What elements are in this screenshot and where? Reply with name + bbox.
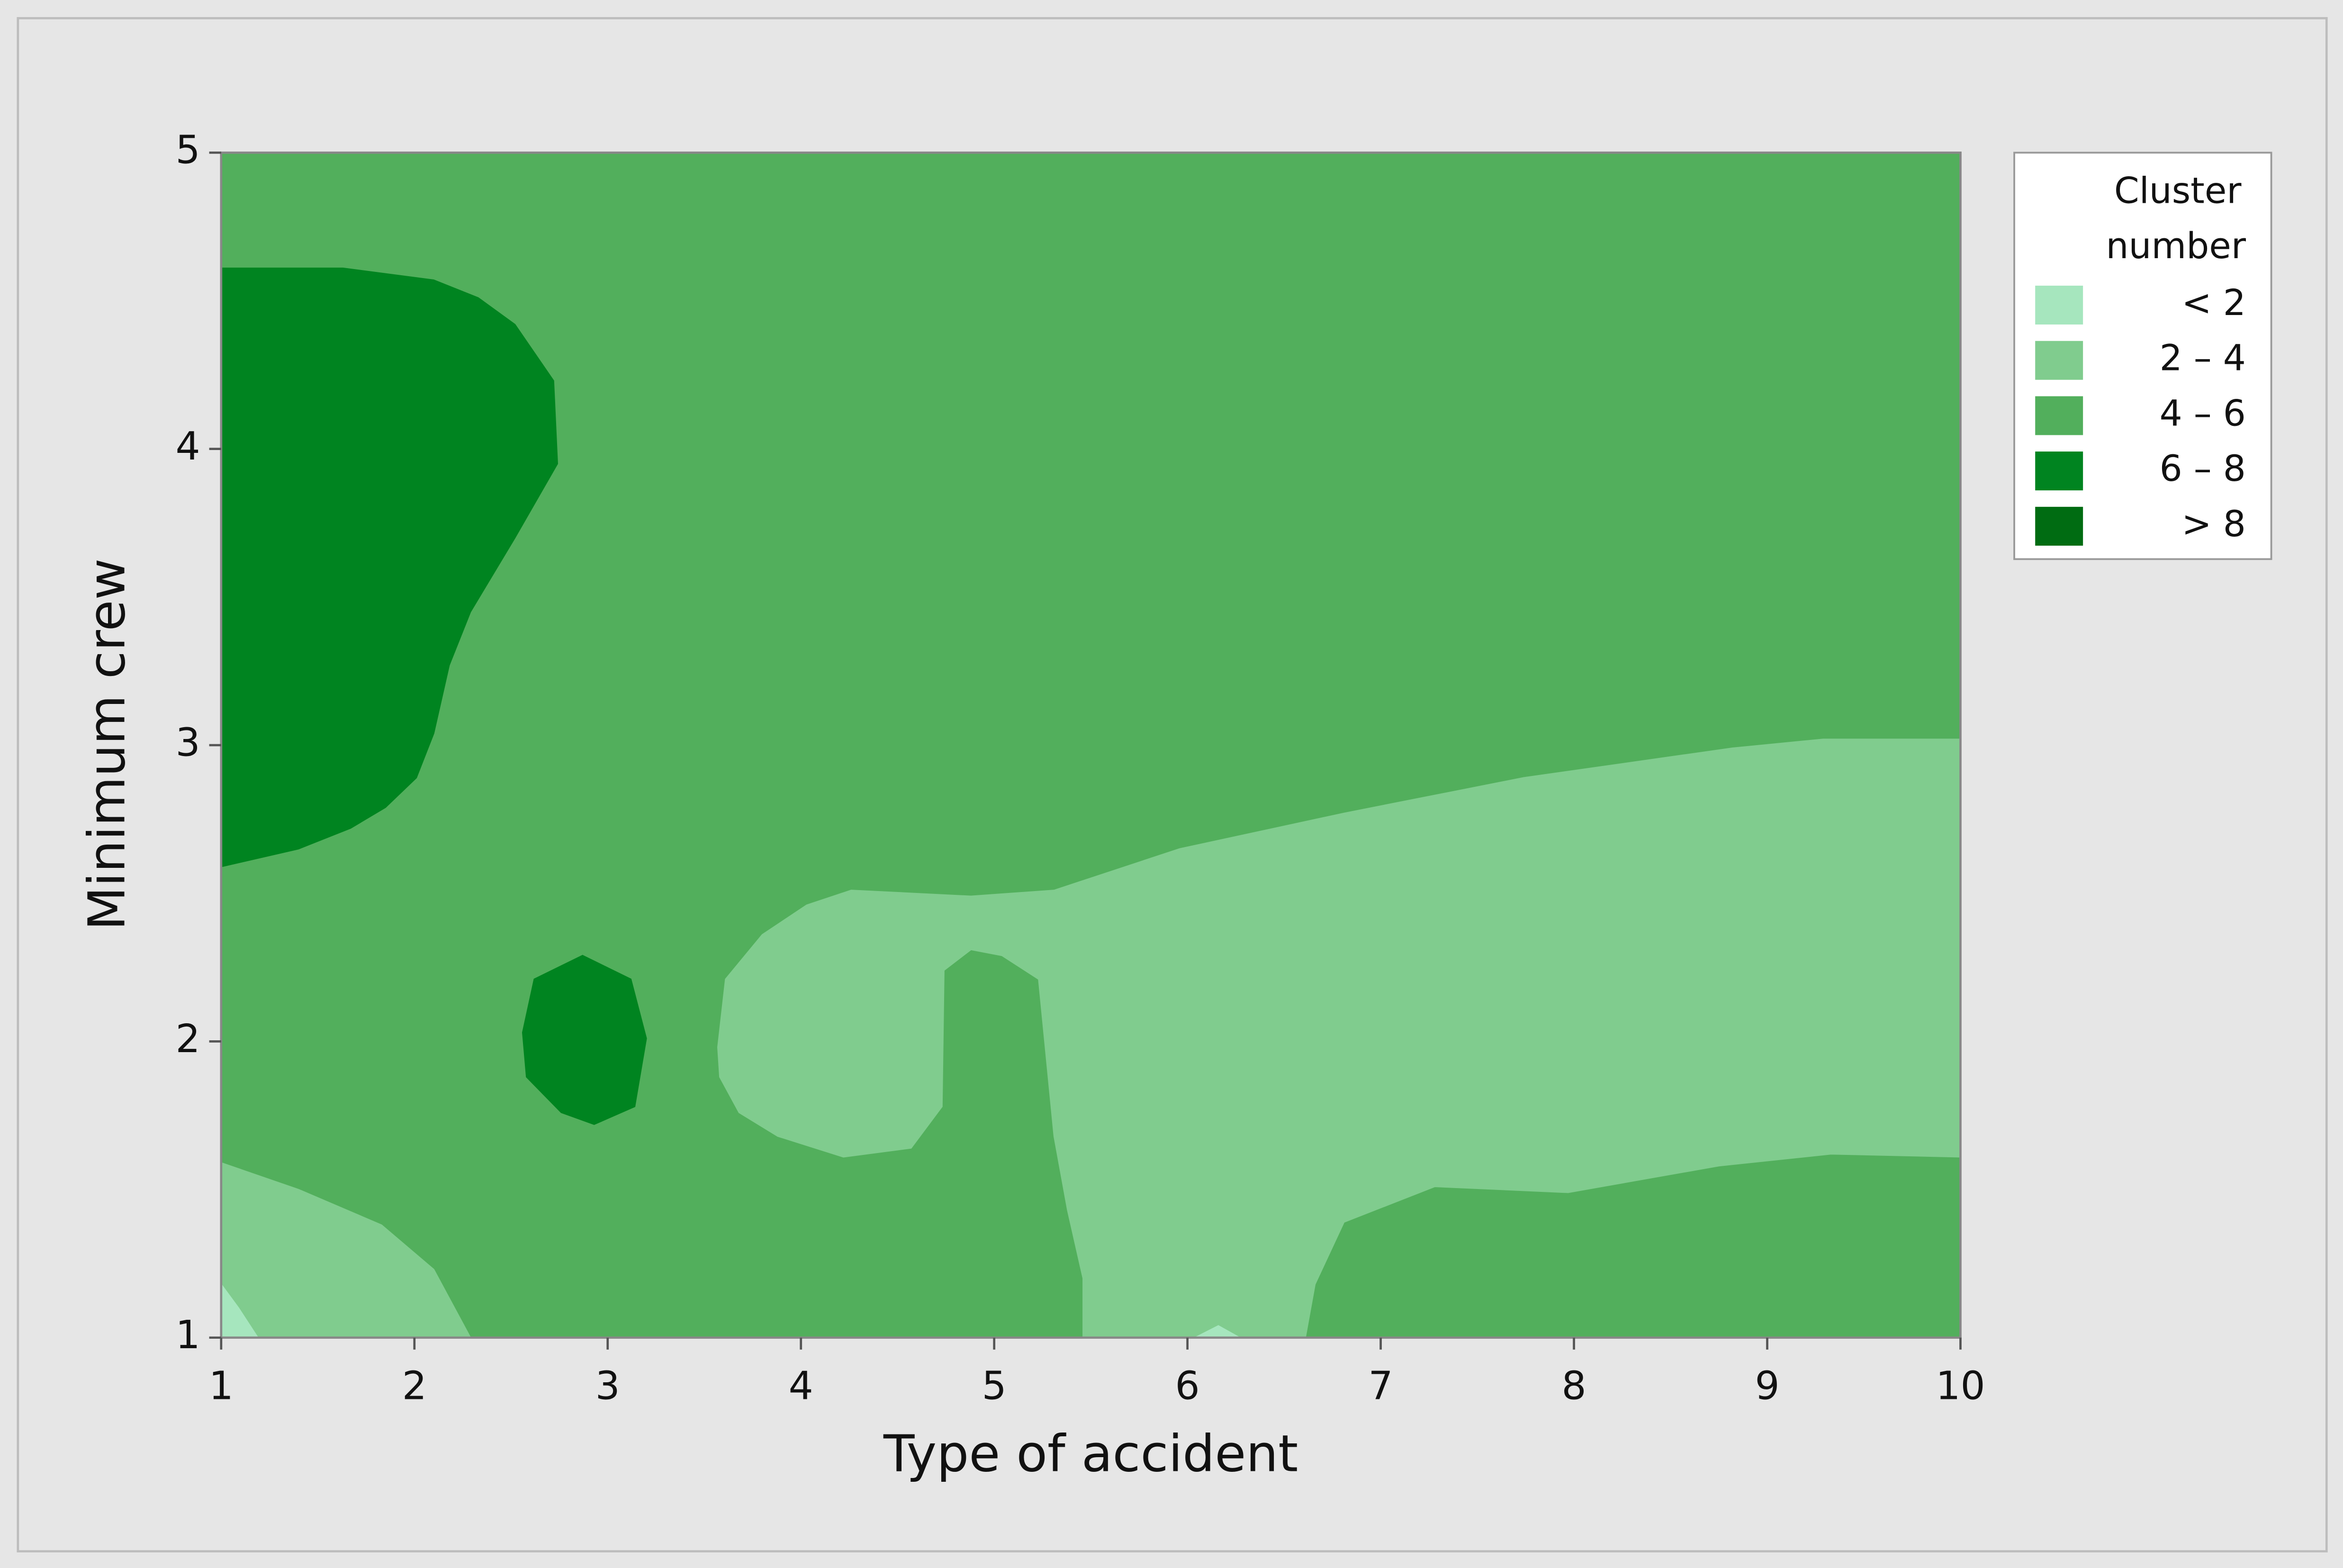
plot-area	[220, 152, 1961, 1338]
x-tick-label: 6	[1175, 1363, 1200, 1408]
legend-swatch	[2035, 341, 2083, 380]
x-tick-label: 3	[595, 1363, 620, 1408]
legend-label: > 8	[2181, 503, 2246, 545]
x-tick-label: 1	[209, 1363, 234, 1408]
contour-region	[522, 955, 647, 1125]
y-tick-label: 1	[176, 1313, 200, 1358]
legend-swatch	[2035, 286, 2083, 325]
y-tick-label: 5	[176, 128, 200, 173]
x-tick-label: 9	[1755, 1363, 1779, 1408]
x-tick-label: 7	[1369, 1363, 1393, 1408]
legend-swatch	[2035, 506, 2083, 546]
y-tick-label: 3	[176, 720, 200, 765]
x-tick-label: 4	[789, 1363, 813, 1408]
x-tick-label: 5	[982, 1363, 1007, 1408]
legend-swatch	[2035, 451, 2083, 491]
contour-region	[220, 267, 558, 867]
y-tick-label: 4	[176, 424, 200, 469]
legend-label: 4 – 6	[2160, 392, 2246, 434]
x-tick-label: 10	[1936, 1363, 1985, 1408]
x-tick-label: 2	[402, 1363, 427, 1408]
y-axis-label: Minimum crew	[78, 559, 137, 930]
legend-label: 2 – 4	[2160, 337, 2246, 379]
legend-label: 6 – 8	[2160, 448, 2246, 489]
legend-label: < 2	[2181, 282, 2246, 324]
x-axis-label: Type of accident	[883, 1424, 1298, 1483]
y-tick-label: 2	[176, 1017, 200, 1062]
legend-title: number	[2106, 225, 2246, 267]
legend-title: Cluster	[2114, 170, 2242, 211]
legend-swatch	[2035, 396, 2083, 435]
x-tick-label: 8	[1561, 1363, 1586, 1408]
